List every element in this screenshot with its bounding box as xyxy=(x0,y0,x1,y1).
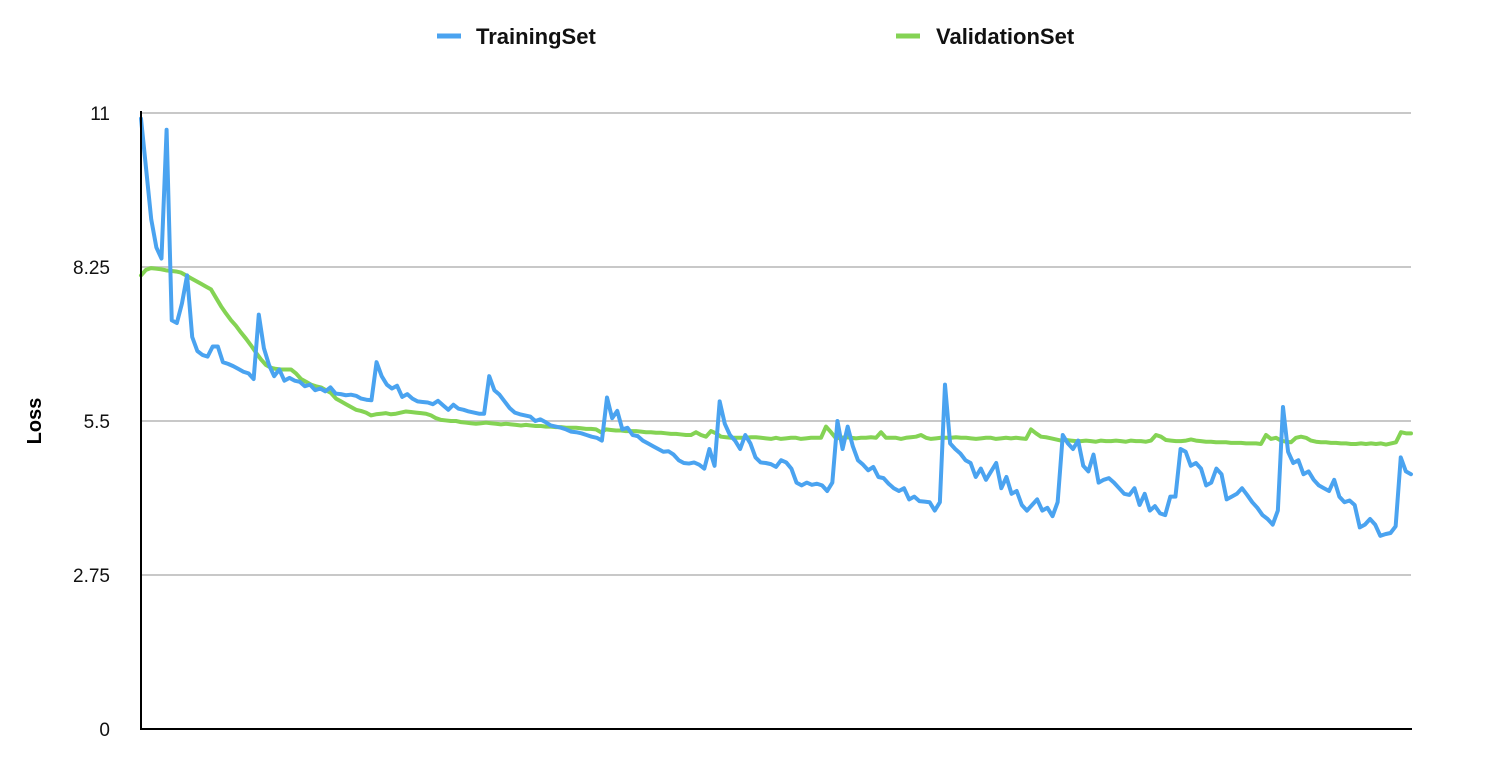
legend-label-validationset: ValidationSet xyxy=(936,24,1075,49)
series-line-trainingset xyxy=(139,116,1413,538)
gridlines xyxy=(141,112,1411,576)
y-axis-title: Loss xyxy=(24,398,46,445)
legend: TrainingSet ValidationSet xyxy=(437,24,1075,49)
legend-label-trainingset: TrainingSet xyxy=(476,24,596,49)
y-axis-ticks: 0 2.75 5.5 8.25 11 xyxy=(73,104,110,741)
y-tick-label: 11 xyxy=(90,104,110,125)
y-tick-label: 2.75 xyxy=(73,566,110,587)
series-layer xyxy=(139,116,1413,538)
y-tick-label: 5.5 xyxy=(84,412,110,433)
series-line-validationset xyxy=(139,266,1413,447)
y-tick-label: 0 xyxy=(99,720,110,741)
y-tick-label: 8.25 xyxy=(73,258,110,279)
